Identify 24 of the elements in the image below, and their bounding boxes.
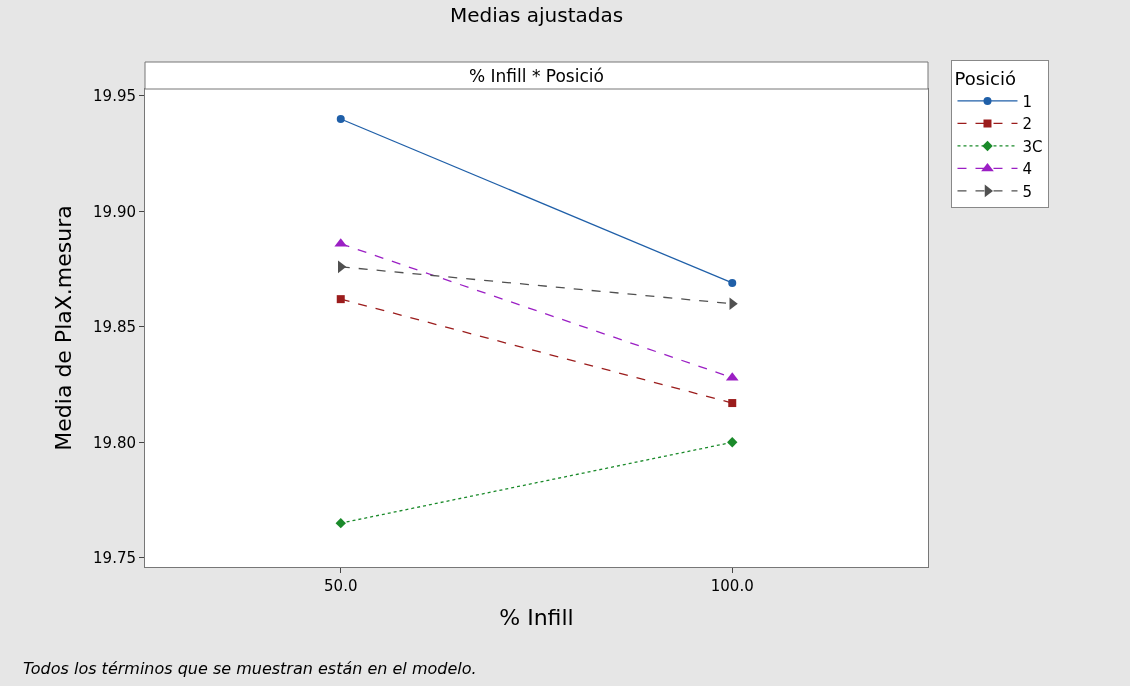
legend-title: Posició <box>954 67 1017 89</box>
legend-label: 2 <box>1022 115 1033 134</box>
legend-label: 4 <box>1022 160 1033 179</box>
y-tick-label: 19.75 <box>93 549 136 568</box>
y-axis-title: Media de PlaX.mesura <box>50 205 76 451</box>
x-axis-title: % Infill <box>499 604 574 630</box>
y-tick-label: 19.80 <box>93 433 136 452</box>
x-tick-label: 100.0 <box>710 577 754 595</box>
x-tick-label: 50.0 <box>324 577 358 595</box>
legend-label: 3C <box>1022 137 1043 156</box>
point <box>336 295 345 304</box>
legend-label: 1 <box>1022 92 1033 111</box>
point <box>728 399 737 408</box>
y-tick-label: 19.95 <box>93 87 136 106</box>
chart-subtitle: % Infill * Posició <box>469 66 604 86</box>
point <box>728 278 737 287</box>
point <box>336 115 345 124</box>
point <box>727 437 738 448</box>
chart-title: Medias ajustadas <box>449 3 624 27</box>
y-tick-label: 19.85 <box>93 318 136 337</box>
y-tick-label: 19.90 <box>93 202 136 221</box>
text: Todos los términos que se muestran están en el modelo. <box>23 659 477 678</box>
legend-label: 5 <box>1022 182 1033 201</box>
point <box>335 517 346 529</box>
